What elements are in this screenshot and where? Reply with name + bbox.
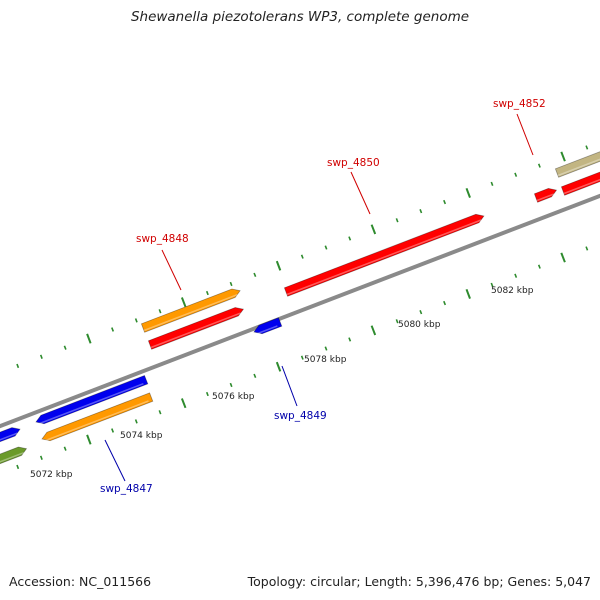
minor-tick	[395, 319, 399, 324]
minor-tick	[585, 246, 589, 251]
minor-tick	[300, 355, 304, 360]
gene-edge-olive-bar-highlight	[0, 451, 25, 463]
minor-tick	[16, 363, 20, 369]
minor-tick	[324, 346, 328, 351]
gene-left-blue-bar[interactable]	[35, 374, 149, 425]
gene-edge-blue-bar-highlight	[0, 432, 18, 441]
scale-label-5082: 5082 kbp	[491, 286, 534, 296]
gene-swp-4852-bar[interactable]	[533, 187, 558, 203]
major-tick	[465, 187, 471, 198]
label-leader-lines	[104, 113, 534, 482]
minor-tick	[253, 272, 257, 278]
scale-label-5072: 5072 kbp	[30, 470, 73, 480]
major-tick	[275, 361, 282, 372]
map-title: Shewanella piezotolerans WP3, complete g…	[130, 9, 470, 25]
minor-tick	[443, 300, 447, 306]
gene-label-swp-4847[interactable]: swp_4847	[100, 483, 153, 495]
major-tick	[370, 224, 377, 235]
gene-swp-4848-bar-highlight	[143, 293, 238, 332]
minor-tick	[514, 172, 518, 177]
minor-tick	[395, 218, 399, 223]
major-tick	[370, 325, 377, 336]
minor-tick	[63, 345, 67, 350]
major-tick	[180, 398, 187, 409]
major-tick	[465, 288, 471, 299]
gene-swp-4847-bar-highlight	[42, 400, 149, 443]
minor-tick	[205, 290, 209, 296]
scale-label-5078: 5078 kbp	[304, 355, 347, 365]
leader-swp-4848	[161, 249, 182, 291]
minor-tick	[490, 282, 494, 287]
minor-tick	[158, 410, 162, 415]
leader-swp-4852	[516, 113, 534, 156]
minor-tick	[324, 245, 328, 250]
minor-tick	[514, 273, 518, 278]
minor-tick	[537, 264, 541, 269]
accession-text: Accession: NC_011566	[9, 574, 152, 589]
major-tick	[560, 151, 566, 162]
minor-tick	[39, 455, 43, 460]
major-tick	[560, 252, 566, 263]
minor-tick	[490, 181, 494, 186]
gene-labels: swp_4847 swp_4848 swp_4849 swp_4850 swp_…	[100, 98, 546, 495]
minor-tick	[205, 391, 209, 397]
gene-swp-4848-cds-bar-highlight	[150, 312, 241, 349]
scale-labels: 5072 kbp 5074 kbp 5076 kbp 5078 kbp 5080…	[30, 286, 534, 480]
minor-tick	[537, 163, 541, 168]
scale-label-5080: 5080 kbp	[398, 320, 441, 330]
gene-label-swp-4848[interactable]: swp_4848	[136, 233, 189, 245]
genome-stats-text: Topology: circular; Length: 5,396,476 bp…	[247, 574, 591, 589]
gene-upper-right-khaki[interactable]	[554, 151, 600, 178]
genome-backbone	[0, 193, 600, 429]
minor-tick	[300, 254, 304, 259]
leader-swp-4850	[350, 171, 371, 215]
leader-swp-4849	[281, 365, 298, 407]
minor-tick	[443, 199, 447, 205]
minor-tick	[16, 464, 20, 470]
minor-tick	[419, 310, 423, 315]
minor-tick	[229, 382, 233, 388]
minor-tick	[111, 428, 115, 433]
gene-swp-4849-bar-highlight	[254, 325, 278, 336]
gene-features	[0, 151, 600, 466]
minor-tick	[39, 354, 43, 359]
gene-edge-blue-bar[interactable]	[0, 427, 21, 445]
gene-label-swp-4852[interactable]: swp_4852	[493, 98, 546, 110]
major-tick	[180, 297, 187, 308]
minor-tick	[134, 318, 138, 323]
scale-label-5076: 5076 kbp	[212, 392, 255, 402]
gene-swp-4852-bar-highlight	[536, 193, 555, 202]
gene-upper-right-red[interactable]	[560, 169, 600, 196]
gene-swp-4850-bar[interactable]	[283, 213, 485, 297]
gene-swp-4849-bar[interactable]	[253, 317, 283, 335]
minor-tick	[158, 309, 162, 314]
scale-ticks	[16, 145, 589, 470]
gene-swp-4847-bar[interactable]	[41, 392, 154, 442]
gene-swp-4850-bar-highlight	[286, 219, 482, 296]
major-tick	[86, 333, 92, 344]
gene-edge-olive-bar[interactable]	[0, 446, 28, 466]
major-tick	[86, 434, 92, 445]
minor-tick	[111, 327, 115, 332]
gene-left-blue-bar-highlight	[36, 382, 144, 426]
minor-tick	[253, 373, 257, 379]
minor-tick	[348, 337, 352, 342]
minor-tick	[419, 209, 423, 214]
gene-upper-right-khaki-highlight	[557, 158, 600, 177]
minor-tick	[585, 145, 589, 150]
scale-label-5074: 5074 kbp	[120, 431, 163, 441]
minor-tick	[348, 236, 352, 241]
leader-swp-4847	[104, 439, 126, 482]
gene-swp-4848-cds-bar[interactable]	[147, 307, 245, 350]
major-tick	[275, 260, 282, 271]
minor-tick	[134, 419, 138, 424]
gene-swp-4848-bar[interactable]	[140, 288, 241, 333]
minor-tick	[229, 281, 233, 287]
gene-label-swp-4850[interactable]: swp_4850	[327, 157, 380, 169]
minor-tick	[63, 446, 67, 451]
gene-label-swp-4849[interactable]: swp_4849	[274, 410, 327, 422]
